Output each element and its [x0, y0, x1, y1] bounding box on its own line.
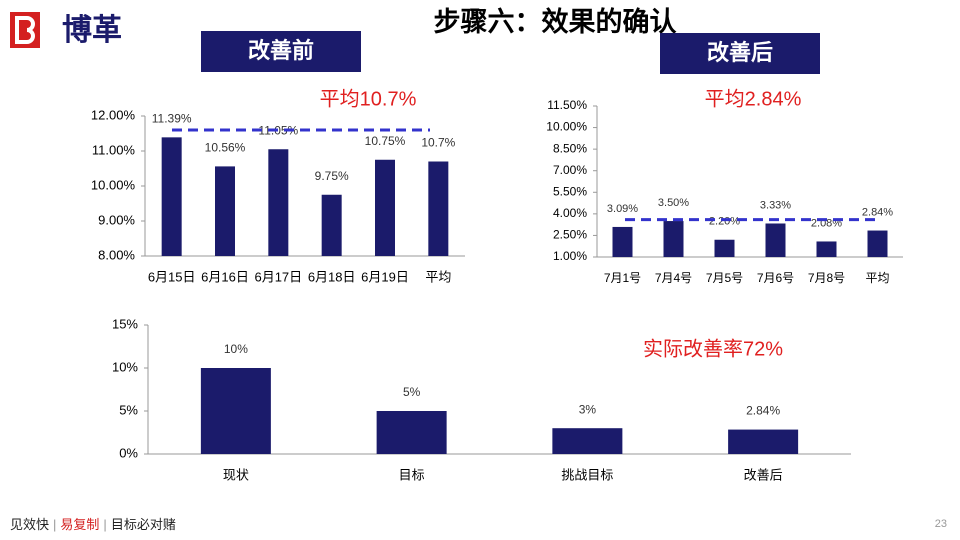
y-tick-label: 8.00%	[98, 247, 135, 262]
value-label: 3.50%	[658, 197, 689, 209]
x-tick-label: 6月17日	[254, 269, 302, 284]
y-tick-label: 15%	[112, 316, 138, 331]
x-tick-label: 现状	[223, 467, 249, 482]
y-tick-label: 1.00%	[553, 249, 587, 263]
label-box	[660, 33, 820, 74]
logo-glyph	[15, 16, 35, 44]
y-tick-label: 9.00%	[98, 212, 135, 227]
x-tick-label: 目标	[399, 467, 425, 482]
value-label: 11.05%	[258, 123, 298, 137]
section-label: 改善后	[707, 40, 773, 65]
logo-text: 博革	[62, 14, 122, 47]
x-tick-label: 7月4号	[655, 271, 692, 285]
bar	[321, 194, 342, 256]
x-tick-label: 6月15日	[148, 269, 196, 284]
annotation: 实际改善率72%	[643, 337, 783, 360]
value-label: 2.20%	[709, 216, 740, 228]
bar	[200, 368, 271, 454]
y-tick-label: 4.00%	[553, 206, 587, 220]
y-tick-label: 10.00%	[91, 177, 136, 192]
value-label: 10.75%	[365, 134, 406, 148]
value-label: 11.39%	[152, 112, 192, 126]
bar	[728, 429, 799, 454]
page-number: 23	[935, 518, 947, 530]
bar	[867, 230, 888, 257]
footer: 见效快 | 易复制 | 目标必对赌	[10, 517, 176, 532]
value-label: 5%	[403, 385, 421, 399]
bar	[663, 221, 684, 257]
value-label: 10%	[224, 342, 248, 356]
y-tick-label: 10%	[112, 359, 138, 374]
bar	[268, 149, 289, 256]
value-label: 10.7%	[421, 136, 455, 150]
bar	[552, 428, 623, 454]
x-tick-label: 平均	[425, 269, 451, 284]
x-tick-label: 6月18日	[308, 269, 356, 284]
y-tick-label: 8.50%	[553, 141, 587, 155]
y-tick-label: 12.00%	[91, 107, 136, 122]
value-label: 3.33%	[760, 199, 791, 211]
bar	[376, 411, 447, 454]
x-tick-label: 6月19日	[361, 269, 409, 284]
value-label: 9.75%	[315, 169, 349, 183]
x-tick-label: 挑战目标	[561, 467, 613, 482]
y-tick-label: 10.00%	[546, 120, 587, 134]
x-tick-label: 7月6号	[757, 271, 794, 285]
bar	[375, 159, 395, 256]
x-tick-label: 6月16日	[201, 269, 249, 284]
slide-title: 步骤六：效果的确认	[434, 6, 677, 37]
x-tick-label: 7月1号	[604, 271, 641, 285]
value-label: 2.84%	[862, 206, 893, 218]
x-tick-label: 改善后	[744, 467, 783, 482]
annotation: 平均2.84%	[705, 87, 802, 110]
value-label: 3%	[579, 402, 597, 416]
value-label: 2.84%	[746, 404, 780, 418]
slogan: 目标必对赌	[110, 517, 176, 532]
slogan: 见效快	[10, 517, 50, 532]
bar	[714, 239, 735, 257]
slogan: 易复制	[60, 517, 100, 532]
x-tick-label: 7月8号	[808, 271, 845, 285]
bar	[428, 161, 449, 256]
annotation: 平均10.7%	[320, 87, 417, 110]
x-tick-label: 7月5号	[706, 271, 743, 285]
value-label: 10.56%	[205, 141, 246, 155]
bar	[816, 241, 837, 257]
y-tick-label: 5%	[119, 402, 138, 417]
y-tick-label: 5.50%	[553, 184, 587, 198]
y-tick-label: 11.50%	[547, 98, 587, 112]
bar	[612, 226, 633, 257]
bar	[215, 166, 235, 256]
label-box	[201, 31, 361, 72]
y-tick-label: 2.50%	[553, 228, 587, 242]
x-tick-label: 平均	[865, 271, 889, 285]
y-tick-label: 7.00%	[553, 163, 587, 177]
section-label: 改善前	[248, 38, 314, 63]
bar	[765, 223, 786, 257]
value-label: 3.09%	[607, 203, 638, 215]
y-tick-label: 0%	[119, 445, 138, 460]
bar	[161, 137, 182, 256]
y-tick-label: 11.00%	[92, 142, 136, 157]
